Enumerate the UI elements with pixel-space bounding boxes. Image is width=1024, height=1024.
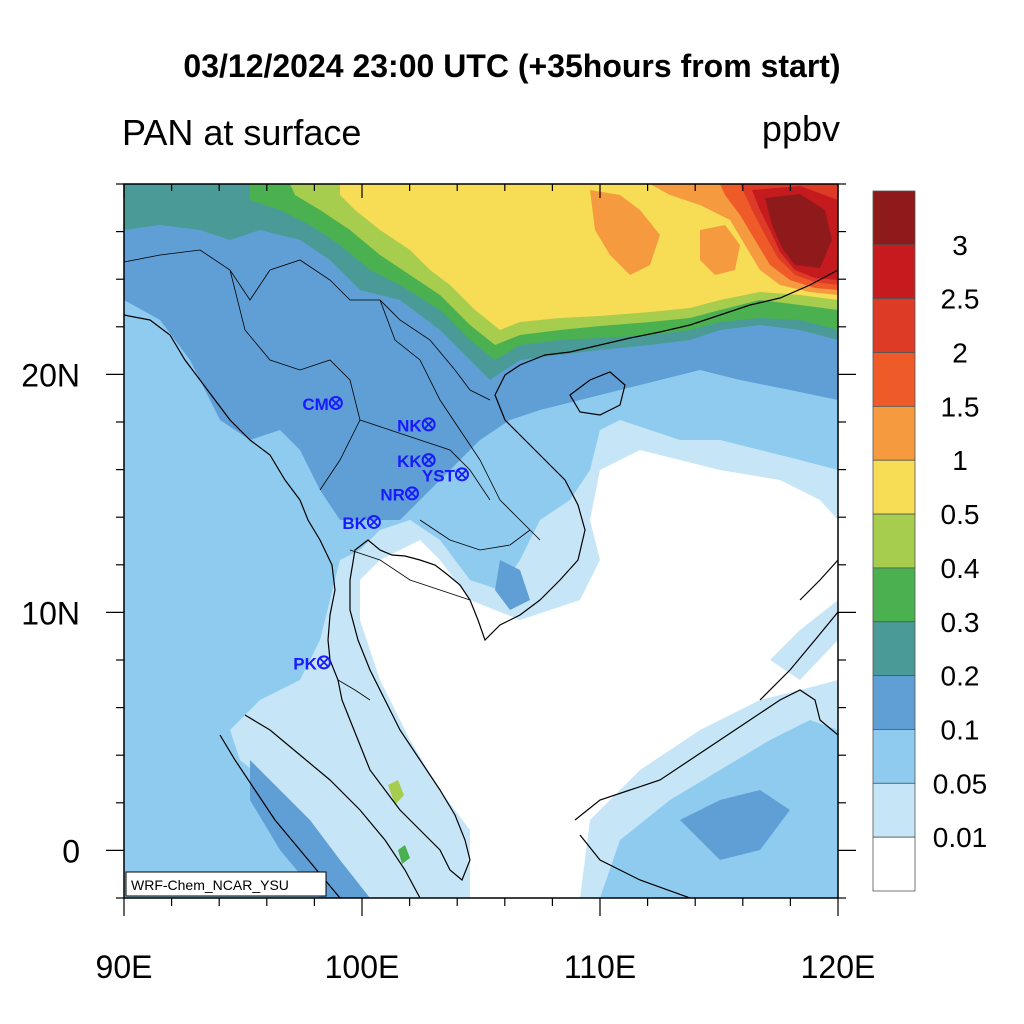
lat-label: 20N xyxy=(21,357,80,393)
colorbar: 3 2.5 2 1.5 1 0.5 0.4 0.3 0.2 0.1 0.05 0.01 xyxy=(872,190,988,892)
station-label: PK xyxy=(293,654,317,673)
concentration-field xyxy=(124,184,838,898)
coastlines xyxy=(124,269,838,898)
colorbar-swatch xyxy=(872,352,916,407)
credit-text: WRF-Chem_NCAR_YSU xyxy=(131,877,289,893)
colorbar-label: 0.2 xyxy=(941,661,980,692)
colorbar-label: 1 xyxy=(952,445,968,476)
colorbar-label: 0.3 xyxy=(941,607,980,638)
colorbar-swatch xyxy=(872,782,916,838)
station-marker-icon xyxy=(421,417,436,432)
lat-label: 0 xyxy=(62,833,80,869)
station-kk: KK xyxy=(397,452,436,471)
station-marker-icon xyxy=(421,453,436,468)
station-bk: BK xyxy=(342,514,381,533)
station-label: YST xyxy=(422,466,456,485)
units-label: ppbv xyxy=(761,108,840,149)
colorbar-label: 0.4 xyxy=(941,553,980,584)
colorbar-swatch xyxy=(872,190,916,246)
colorbar-swatch xyxy=(872,567,916,623)
colorbar-label: 0.5 xyxy=(941,499,980,530)
colorbar-swatch xyxy=(872,729,916,784)
colorbar-label: 3 xyxy=(952,230,968,261)
plot-frame xyxy=(123,183,839,899)
credit-box: WRF-Chem_NCAR_YSU xyxy=(125,871,327,897)
colorbar-label: 2.5 xyxy=(941,284,980,315)
station-marker-icon xyxy=(404,486,419,501)
station-label: BK xyxy=(342,514,367,533)
station-nk: NK xyxy=(397,416,436,435)
station-label: KK xyxy=(397,452,422,471)
station-marker-icon xyxy=(454,467,469,482)
axis-ticks xyxy=(106,183,856,916)
lon-label: 100E xyxy=(325,949,400,985)
lat-label: 10N xyxy=(21,595,80,631)
colorbar-label: 0.1 xyxy=(941,714,980,745)
country-borders xyxy=(124,249,541,701)
lon-label: 90E xyxy=(96,949,153,985)
station-label: CM xyxy=(302,395,328,414)
colorbar-swatch xyxy=(872,298,916,353)
colorbar-label: 0.05 xyxy=(933,768,988,799)
map-title: 03/12/2024 23:00 UTC (+35hours from star… xyxy=(183,48,841,84)
lon-label: 120E xyxy=(801,949,876,985)
colorbar-swatch xyxy=(872,459,916,515)
station-marker-icon xyxy=(328,395,343,410)
station-nr: NR xyxy=(380,485,419,504)
station-yst: YST xyxy=(422,466,469,485)
colorbar-swatch xyxy=(872,675,916,730)
variable-label: PAN at surface xyxy=(122,112,362,153)
station-cm: CM xyxy=(302,395,343,414)
colorbar-label: 0.01 xyxy=(933,822,988,853)
longitude-labels: 90E 100E 110E 120E xyxy=(96,949,876,985)
colorbar-swatch xyxy=(872,836,916,892)
colorbar-swatch xyxy=(872,513,916,569)
colorbar-swatch xyxy=(872,405,916,461)
station-pk: PK xyxy=(293,654,331,673)
colorbar-swatch xyxy=(872,621,916,677)
colorbar-label: 2 xyxy=(952,338,968,369)
station-label: NR xyxy=(380,485,405,504)
colorbar-label: 1.5 xyxy=(941,391,980,422)
station-marker-icon xyxy=(316,655,331,670)
station-label: NK xyxy=(397,416,422,435)
latitude-labels: 20N 10N 0 xyxy=(21,357,80,869)
station-marker-icon xyxy=(366,514,381,529)
colorbar-swatch xyxy=(872,244,916,300)
lon-label: 110E xyxy=(564,949,636,985)
